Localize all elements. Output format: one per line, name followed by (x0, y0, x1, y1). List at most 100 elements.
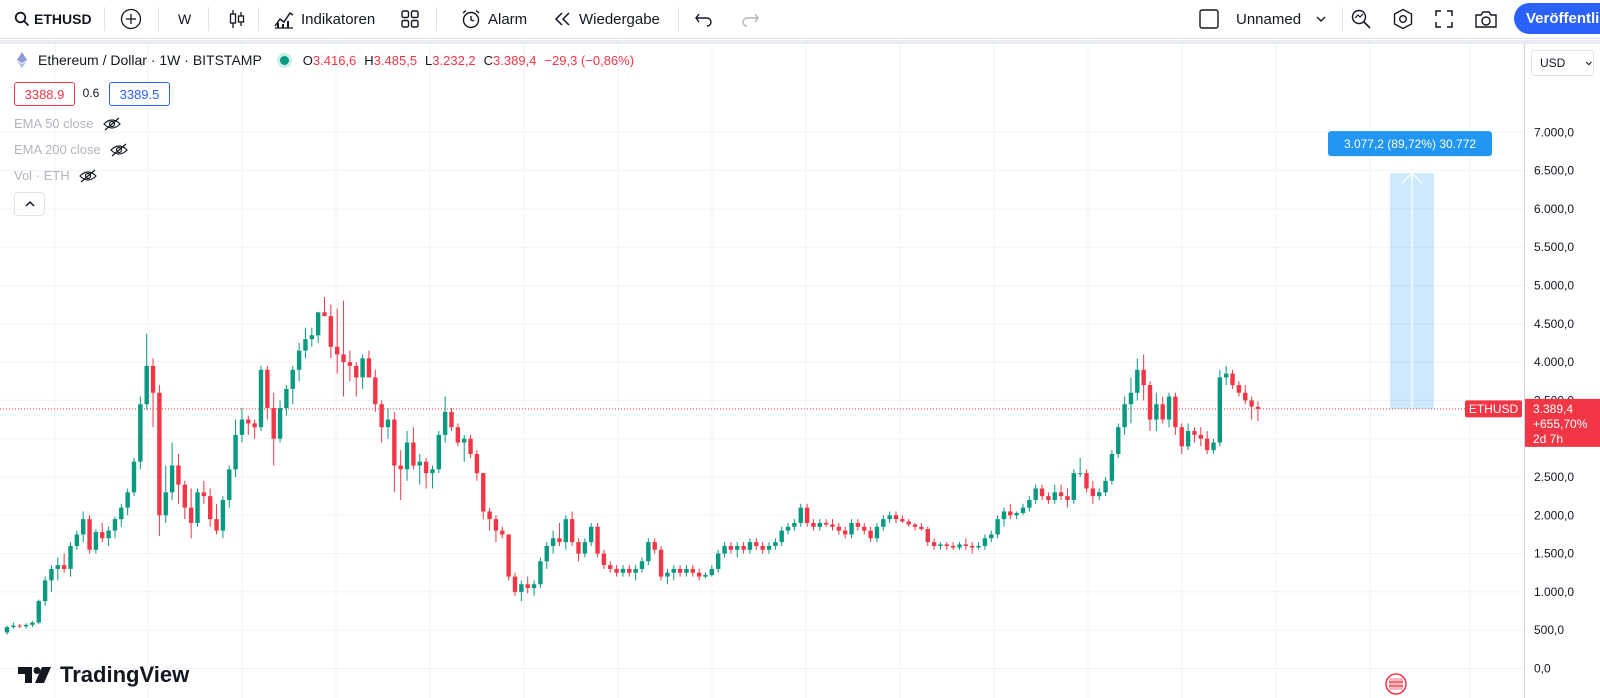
symbol-search-button[interactable]: ETHUSD (14, 0, 92, 38)
eye-off-icon[interactable] (109, 143, 129, 157)
candle-body (74, 534, 80, 546)
settings-button[interactable] (1392, 0, 1414, 38)
currency-select[interactable]: USD (1531, 50, 1594, 76)
layout-checkbox[interactable] (1198, 0, 1220, 38)
candle-body (779, 530, 784, 543)
candle-body (836, 526, 842, 531)
buy-price-button[interactable]: 3389.5 (109, 82, 170, 106)
candle-body (817, 522, 822, 527)
indicator-ema200[interactable]: EMA 200 close (14, 142, 129, 157)
candle-body (995, 519, 1000, 535)
candle-body (1077, 473, 1083, 475)
candle-body (379, 404, 384, 428)
open-value: 3.416,6 (312, 52, 357, 68)
candle-body (728, 545, 734, 550)
candle-body (582, 542, 588, 554)
candle-body (417, 461, 422, 466)
candle-body (1039, 488, 1045, 497)
candle-body (481, 473, 486, 512)
candle-body (277, 408, 283, 439)
symbol-title[interactable]: Ethereum / Dollar · 1W · BITSTAMP (38, 52, 262, 68)
price-tick-label: 7.000,0 (1534, 125, 1574, 139)
candle-body (544, 545, 549, 562)
price-tags: ETHUSD 3.389,4+655,70%2d 7h (1385, 398, 1600, 695)
candle-body (100, 532, 105, 539)
compare-symbol-button[interactable] (120, 0, 142, 38)
candle-body (1160, 404, 1165, 420)
quick-search-button[interactable] (1350, 0, 1372, 38)
indicators-button[interactable]: Indikatoren (273, 0, 375, 38)
candle-body (322, 312, 327, 317)
layout-menu-button[interactable]: Unnamed (1236, 0, 1327, 38)
candle-body (220, 499, 226, 531)
candle-body (360, 358, 365, 378)
candle-body (944, 544, 949, 546)
market-status-dot[interactable] (279, 55, 289, 65)
candle-body (1185, 431, 1191, 447)
candle-body (1090, 488, 1096, 497)
measure-arrow-head (1401, 172, 1423, 184)
indicator-label: EMA 50 close (14, 116, 94, 131)
candle-body (55, 565, 60, 569)
candle-body (506, 534, 511, 577)
collapse-legend-button[interactable] (14, 192, 45, 216)
publish-button[interactable]: Veröffentli (1514, 3, 1600, 34)
eye-off-icon[interactable] (102, 117, 122, 131)
indicator-ema50[interactable]: EMA 50 close (14, 116, 122, 131)
candle-body (639, 561, 645, 569)
candle-body (1255, 406, 1261, 409)
sell-price-button[interactable]: 3388.9 (14, 82, 75, 106)
brand-name: TradingView (60, 662, 190, 687)
chart-type-button[interactable] (228, 0, 246, 38)
candle-body (163, 492, 168, 516)
candle-body (620, 568, 626, 573)
candle-body (42, 580, 48, 602)
fullscreen-button[interactable] (1434, 0, 1454, 38)
interval-button[interactable]: W (178, 0, 191, 38)
candle-body (976, 545, 981, 548)
undo-button[interactable] (694, 0, 714, 38)
candle-body (1001, 511, 1007, 520)
candle-body (735, 545, 740, 550)
candle-body (1192, 431, 1197, 435)
candle-body (785, 526, 791, 531)
price-tick-label: 1.000,0 (1534, 585, 1574, 599)
price-tick-label: 2.000,0 (1534, 508, 1574, 522)
candle-body (252, 423, 257, 428)
low-key: L (425, 52, 433, 68)
measure-label: 3.077,2 (89,72%) 30.772 (1344, 137, 1476, 151)
price-chart[interactable]: 3.077,2 (89,72%) 30.772 7.000,0 6.500,0 6.… (0, 44, 1600, 698)
candle-body (1103, 480, 1108, 493)
candle-body (1058, 492, 1064, 497)
chevron-up-icon (24, 200, 35, 207)
tradingview-logo[interactable]: TradingView (18, 662, 189, 688)
alert-button[interactable]: Alarm (460, 0, 527, 38)
candle-body (335, 346, 340, 355)
candle-body (760, 545, 765, 550)
price-tick-label: 4.500,0 (1534, 317, 1574, 331)
candle-body (576, 542, 581, 554)
alarm-label: Alarm (488, 10, 528, 28)
search-icon (14, 11, 30, 27)
candle-body (1224, 373, 1229, 378)
indicator-volume[interactable]: Vol · ETH (14, 168, 98, 183)
candle-body (684, 568, 689, 573)
candles-icon (229, 10, 245, 28)
candle-body (1065, 496, 1070, 500)
eye-off-icon[interactable] (78, 169, 98, 183)
candle-body (919, 526, 924, 530)
templates-button[interactable] (400, 0, 420, 38)
candle-body (68, 545, 73, 569)
candle-body (430, 469, 435, 474)
last-price-label: 3.389,4 (1533, 402, 1573, 416)
symbol-label: ETHUSD (34, 11, 92, 27)
chevron-down-icon (1316, 16, 1326, 22)
candle-body (671, 568, 676, 573)
candle-body (30, 622, 35, 625)
redo-button[interactable] (740, 0, 760, 38)
snapshot-button[interactable] (1474, 0, 1498, 38)
candle-body (1014, 513, 1019, 516)
candle-body (665, 572, 670, 577)
replay-button[interactable]: Wiedergabe (553, 0, 660, 38)
candle-body (843, 530, 848, 535)
